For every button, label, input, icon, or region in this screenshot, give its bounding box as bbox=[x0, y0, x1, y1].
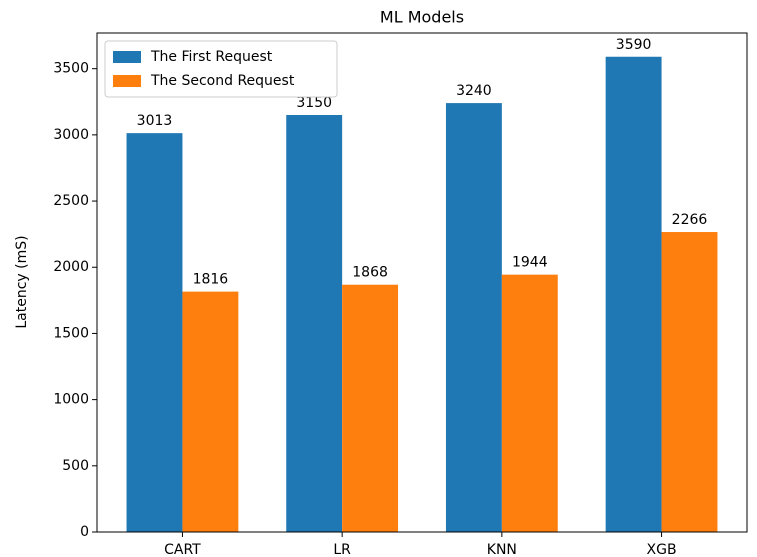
bar bbox=[182, 291, 239, 532]
x-tick-label: LR bbox=[333, 542, 351, 557]
legend-label: The Second Request bbox=[150, 73, 295, 89]
x-tick-label: CART bbox=[164, 542, 201, 557]
bar bbox=[126, 133, 183, 533]
bar bbox=[445, 103, 502, 533]
bar bbox=[605, 56, 662, 533]
data-label: 3150 bbox=[296, 95, 332, 111]
y-tick-label: 1000 bbox=[53, 392, 89, 408]
bar bbox=[661, 232, 718, 533]
y-tick-label: 2000 bbox=[53, 259, 89, 275]
data-label: 3013 bbox=[137, 113, 173, 129]
y-tick-label: 0 bbox=[80, 524, 89, 540]
legend-swatch bbox=[113, 51, 141, 63]
x-tick-label: XGB bbox=[647, 542, 677, 557]
y-axis-label: Latency (mS) bbox=[14, 235, 30, 328]
data-label: 1944 bbox=[512, 255, 548, 271]
y-tick-label: 3000 bbox=[53, 127, 89, 143]
data-label: 3240 bbox=[456, 83, 492, 99]
y-tick-label: 3500 bbox=[53, 61, 89, 77]
bar bbox=[342, 284, 399, 532]
y-tick-label: 1500 bbox=[53, 325, 89, 341]
data-label: 1816 bbox=[193, 272, 229, 288]
legend-swatch bbox=[113, 75, 141, 87]
bar bbox=[286, 115, 343, 532]
data-label: 2266 bbox=[672, 212, 708, 228]
legend-box bbox=[104, 40, 338, 98]
legend-label: The First Request bbox=[150, 49, 273, 65]
data-label: 1868 bbox=[352, 265, 388, 281]
chart-title: ML Models bbox=[380, 8, 464, 27]
y-tick-label: 2500 bbox=[53, 193, 89, 209]
data-label: 3590 bbox=[616, 37, 652, 53]
x-tick-label: KNN bbox=[487, 542, 517, 557]
bar bbox=[501, 274, 558, 532]
plot-frame bbox=[96, 32, 748, 533]
y-tick-label: 500 bbox=[62, 458, 89, 474]
